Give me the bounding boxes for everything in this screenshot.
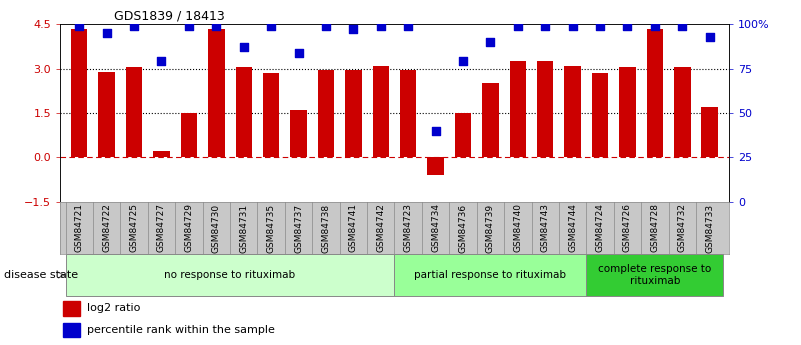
Text: GSM84734: GSM84734 <box>431 203 440 253</box>
Bar <box>674 67 690 157</box>
Text: GSM84737: GSM84737 <box>294 203 303 253</box>
Point <box>320 23 332 29</box>
Text: GSM84740: GSM84740 <box>513 203 522 253</box>
Bar <box>565 66 581 157</box>
Point <box>265 23 278 29</box>
Text: GSM84725: GSM84725 <box>130 203 139 253</box>
Bar <box>428 157 444 175</box>
Bar <box>235 67 252 157</box>
Point <box>703 34 716 39</box>
FancyBboxPatch shape <box>394 255 586 296</box>
Bar <box>400 70 417 157</box>
Bar <box>181 113 197 157</box>
Text: GSM84722: GSM84722 <box>103 203 111 252</box>
Text: GSM84738: GSM84738 <box>321 203 331 253</box>
Text: GSM84729: GSM84729 <box>184 203 193 253</box>
Bar <box>153 151 170 157</box>
Text: log2 ratio: log2 ratio <box>87 303 140 313</box>
Bar <box>208 29 224 157</box>
Text: GSM84733: GSM84733 <box>705 203 714 253</box>
Text: no response to rituximab: no response to rituximab <box>164 270 296 280</box>
Bar <box>290 110 307 157</box>
Point <box>429 128 442 134</box>
Text: GSM84728: GSM84728 <box>650 203 659 253</box>
Text: GSM84743: GSM84743 <box>541 203 549 253</box>
Bar <box>263 73 280 157</box>
Bar <box>126 67 143 157</box>
Text: GSM84735: GSM84735 <box>267 203 276 253</box>
Point <box>73 23 86 29</box>
Text: GSM84744: GSM84744 <box>568 203 578 252</box>
Point <box>676 23 689 29</box>
Bar <box>509 61 526 157</box>
Point <box>539 23 552 29</box>
Text: GSM84723: GSM84723 <box>404 203 413 253</box>
Point <box>511 23 524 29</box>
Text: GSM84742: GSM84742 <box>376 203 385 252</box>
Point <box>237 45 250 50</box>
FancyBboxPatch shape <box>586 255 723 296</box>
Bar <box>318 70 334 157</box>
Bar <box>99 71 115 157</box>
Point <box>183 23 195 29</box>
Text: GDS1839 / 18413: GDS1839 / 18413 <box>114 10 224 23</box>
Bar <box>537 61 553 157</box>
Bar <box>646 29 663 157</box>
Text: GSM84726: GSM84726 <box>623 203 632 253</box>
Text: GSM84732: GSM84732 <box>678 203 686 253</box>
Point <box>100 30 113 36</box>
Bar <box>63 323 80 337</box>
Point <box>402 23 415 29</box>
Point <box>127 23 140 29</box>
Bar <box>482 83 499 157</box>
Point <box>374 23 387 29</box>
Bar <box>619 67 636 157</box>
Text: GSM84730: GSM84730 <box>211 203 221 253</box>
Bar <box>455 113 471 157</box>
Bar <box>71 29 87 157</box>
Bar <box>702 107 718 157</box>
Point <box>484 39 497 45</box>
Text: GSM84724: GSM84724 <box>596 203 605 252</box>
Text: percentile rank within the sample: percentile rank within the sample <box>87 325 275 335</box>
Text: disease state: disease state <box>4 270 78 280</box>
Point <box>210 23 223 29</box>
Text: GSM84721: GSM84721 <box>74 203 84 253</box>
Point <box>292 50 305 55</box>
Text: GSM84731: GSM84731 <box>239 203 248 253</box>
Point <box>347 27 360 32</box>
Bar <box>372 66 389 157</box>
Bar <box>63 301 80 316</box>
Point <box>649 23 662 29</box>
Bar <box>592 73 608 157</box>
Text: partial response to rituximab: partial response to rituximab <box>414 270 566 280</box>
Bar <box>345 70 361 157</box>
Point <box>621 23 634 29</box>
Point <box>594 23 606 29</box>
Text: GSM84736: GSM84736 <box>458 203 468 253</box>
Text: complete response to
rituximab: complete response to rituximab <box>598 264 711 286</box>
Text: GSM84741: GSM84741 <box>349 203 358 253</box>
FancyBboxPatch shape <box>66 255 394 296</box>
Text: GSM84739: GSM84739 <box>486 203 495 253</box>
Point <box>457 59 469 64</box>
Point <box>566 23 579 29</box>
Text: GSM84727: GSM84727 <box>157 203 166 253</box>
Point <box>155 59 168 64</box>
